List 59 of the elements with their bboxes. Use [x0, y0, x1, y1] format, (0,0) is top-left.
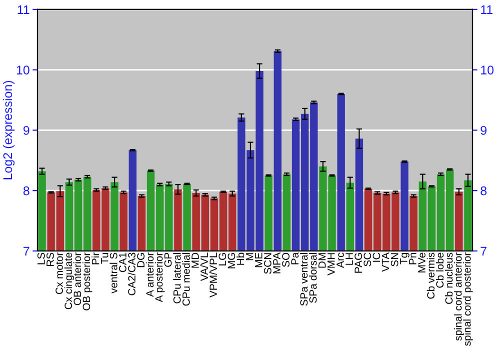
x-tick-label: IC: [372, 252, 380, 262]
x-tick-label: RS: [46, 252, 54, 266]
x-tick-label: DG: [137, 253, 145, 268]
x-tick-label: VMH: [328, 253, 335, 276]
y-tick-label: 9: [23, 126, 30, 135]
x-tick-label: A anterior: [146, 252, 154, 297]
x-tick-label: CPu medial: [182, 253, 190, 306]
x-tick-label: Pa: [291, 252, 299, 264]
x-tick-label: VA/VL: [200, 252, 208, 282]
x-tick-label: MVe: [418, 252, 426, 272]
y-tick-label: 11: [18, 5, 30, 14]
x-tick-label: ventral S: [110, 252, 118, 294]
x-tick-label: GP: [164, 252, 172, 267]
y2-tick-label: 7: [480, 246, 486, 256]
x-tick-label: LG: [218, 253, 226, 266]
x-tick-label: SPa dorsal: [309, 253, 317, 303]
x-tick-label: Cb lobe: [436, 252, 444, 288]
x-tick-label: PAG: [354, 253, 362, 273]
x-tick-label: Cb vermis: [426, 252, 435, 299]
x-tick-label: Arc: [336, 252, 344, 268]
x-tick-label: LS: [37, 252, 45, 264]
x-tick-label: OB posterior: [82, 252, 92, 310]
x-tick-label: Pir: [92, 252, 100, 264]
y-axis-title: Log2 (expression): [2, 80, 15, 180]
x-tick-label: DM: [318, 253, 326, 268]
y2-tick-label: 9: [480, 126, 486, 135]
x-tick-label: VPM/VPL: [209, 252, 218, 298]
x-tick-label: Tu: [100, 253, 108, 264]
x-tick-label: Pn: [409, 253, 416, 264]
x-tick-label: CA1: [119, 252, 126, 272]
x-tick-label: SN: [390, 253, 398, 266]
x-tick-label: Cx motor: [56, 252, 63, 294]
x-tick-label: SC: [364, 252, 372, 266]
x-tick-label: A posterior: [154, 252, 165, 302]
x-tick-label: VTA: [382, 252, 390, 272]
y-tick-label: 10: [16, 66, 30, 74]
x-tick-label: SO: [282, 252, 290, 267]
x-tick-label: MG: [228, 253, 236, 268]
x-tick-label: Tg: [400, 253, 410, 264]
y-tick-label: 8: [23, 186, 30, 196]
x-tick-label: spinal cord posterior: [463, 252, 473, 346]
x-tick-label: LH: [346, 253, 353, 265]
y-tick-label: 7: [24, 246, 30, 256]
x-tick-label: MD: [192, 252, 199, 268]
x-tick-label: ME: [255, 252, 262, 268]
x-tick-label: spinal cord anterior: [454, 252, 464, 341]
x-tick-label: CA2/CA3: [128, 252, 136, 296]
x-tick-label: MPA: [273, 252, 280, 274]
x-tick-label: M: [246, 253, 254, 260]
x-tick-label: CPu lateral: [173, 253, 181, 304]
x-tick-label: SPa ventral: [300, 253, 308, 306]
x-tick-label: SCN: [264, 253, 272, 274]
y2-tick-label: 10: [481, 66, 494, 74]
x-tick-label: Hb: [236, 252, 244, 265]
x-tick-label: Cb nucleus: [444, 252, 453, 304]
x-tick-label: Cx cingulate: [64, 252, 74, 310]
y2-tick-label: 11: [481, 5, 493, 14]
x-tick-label: OB anterior: [73, 252, 82, 306]
y2-tick-label: 8: [480, 186, 487, 196]
